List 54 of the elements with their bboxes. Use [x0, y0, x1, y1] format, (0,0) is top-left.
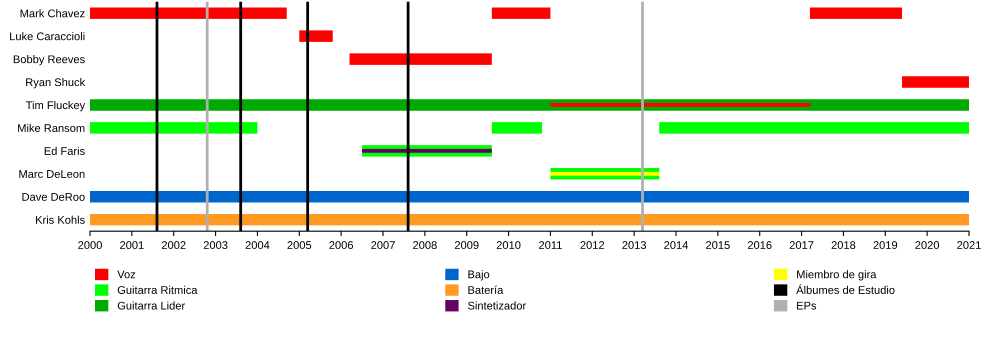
- x-tick-label: 2018: [832, 241, 856, 250]
- bar: [492, 122, 542, 134]
- y-tick-label: Bobby Reeves: [14, 55, 85, 66]
- x-tick-label: 2006: [329, 241, 354, 250]
- legend-label: Bajo: [468, 270, 490, 280]
- legend-label: Miembro de gira: [797, 270, 876, 280]
- x-tick-label: 2014: [664, 241, 688, 250]
- x-tick-label: 2000: [78, 241, 102, 250]
- x-tick-label: 2016: [748, 241, 772, 250]
- bar: [492, 7, 550, 19]
- bar: [550, 103, 810, 107]
- x-tick-label: 2008: [413, 241, 437, 250]
- bar: [90, 214, 969, 226]
- y-tick-label: Dave DeRoo: [22, 193, 85, 201]
- bar: [90, 122, 258, 134]
- bar: [90, 191, 969, 202]
- legend-label: Guitarra Lider: [118, 301, 185, 310]
- x-tick-label: 2011: [539, 241, 562, 250]
- x-tick-label: 2009: [454, 241, 479, 250]
- x-tick-label: 2012: [580, 241, 604, 250]
- bar: [362, 148, 492, 153]
- x-tick-label: 2004: [246, 241, 270, 250]
- bar: [902, 76, 969, 88]
- x-tick-label: 2015: [706, 241, 730, 250]
- legend-label: Álbumes de Estudio: [796, 284, 895, 294]
- x-tick-label: 2013: [622, 241, 646, 250]
- y-tick-label: Mike Ransom: [18, 124, 84, 132]
- legend-label: Batería: [468, 286, 504, 294]
- legend-label: Voz: [117, 270, 136, 278]
- x-tick-label: 2020: [915, 241, 940, 250]
- bar: [299, 30, 333, 42]
- y-tick-label: Ed Faris: [44, 146, 85, 155]
- y-tick-label: Marc DeLeon: [19, 170, 84, 178]
- y-tick-label: Luke Caraccioli: [10, 32, 84, 40]
- x-tick-label: 2001: [120, 241, 144, 250]
- x-tick-label: 2005: [287, 241, 312, 250]
- bar: [810, 7, 902, 19]
- x-tick-label: 2002: [162, 241, 186, 250]
- y-tick-label: Tim Fluckey: [26, 100, 86, 112]
- x-tick-label: 2017: [790, 241, 814, 250]
- bar: [659, 122, 969, 134]
- x-tick-label: 2019: [873, 241, 898, 250]
- x-tick-label: 2021: [957, 241, 981, 250]
- y-tick-label: Mark Chavez: [20, 9, 85, 18]
- x-tick-label: 2003: [204, 241, 228, 250]
- x-tick-label: 2010: [496, 241, 520, 250]
- bar: [90, 7, 287, 19]
- y-tick-label: Kris Kohls: [36, 216, 85, 224]
- legend-label: Sintetizador: [468, 301, 526, 310]
- bar: [350, 53, 492, 65]
- legend-label: EPs: [797, 302, 816, 310]
- y-tick-label: Ryan Shuck: [26, 78, 86, 88]
- x-tick-label: 2007: [371, 241, 395, 250]
- legend-label: Guitarra Ritmica: [118, 286, 198, 294]
